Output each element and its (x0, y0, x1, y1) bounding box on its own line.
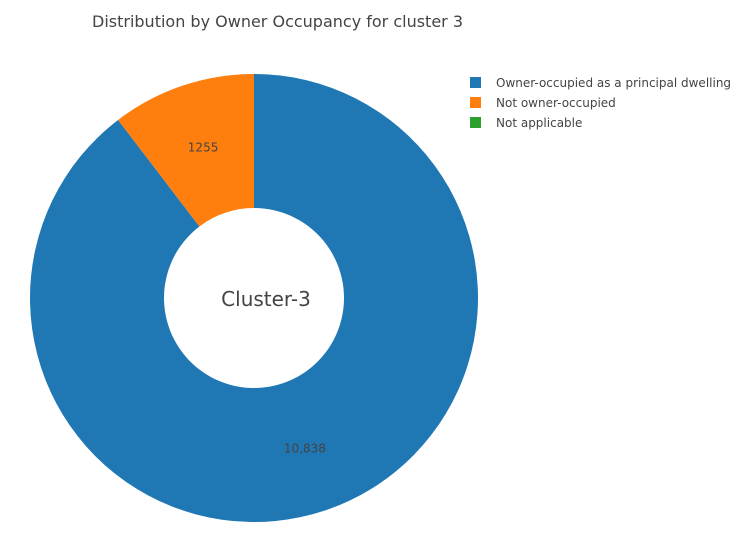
legend-item[interactable]: Not owner-occupied (470, 96, 616, 110)
legend-item[interactable]: Not applicable (470, 116, 582, 130)
legend-item[interactable]: Owner-occupied as a principal dwelling (470, 76, 731, 90)
chart-title: Distribution by Owner Occupancy for clus… (92, 12, 463, 31)
legend-label: Owner-occupied as a principal dwelling (496, 76, 731, 90)
slice-labels: 10,838 1255 (188, 140, 326, 455)
slice-owner-occupied-as-a-principal-dwelling[interactable] (29, 74, 479, 523)
slice-value-label: 10,838 (284, 442, 326, 456)
donut-slices (29, 74, 479, 523)
legend: Owner-occupied as a principal dwelling No… (470, 76, 731, 130)
legend-swatch (470, 117, 481, 128)
legend-label: Not applicable (496, 116, 582, 130)
slice-value-label: 1255 (188, 140, 219, 154)
slice-not-owner-occupied[interactable] (118, 74, 255, 227)
legend-label: Not owner-occupied (496, 96, 616, 110)
legend-swatch (470, 97, 481, 108)
center-label: Cluster-3 (221, 287, 311, 311)
legend-swatch (470, 77, 481, 88)
